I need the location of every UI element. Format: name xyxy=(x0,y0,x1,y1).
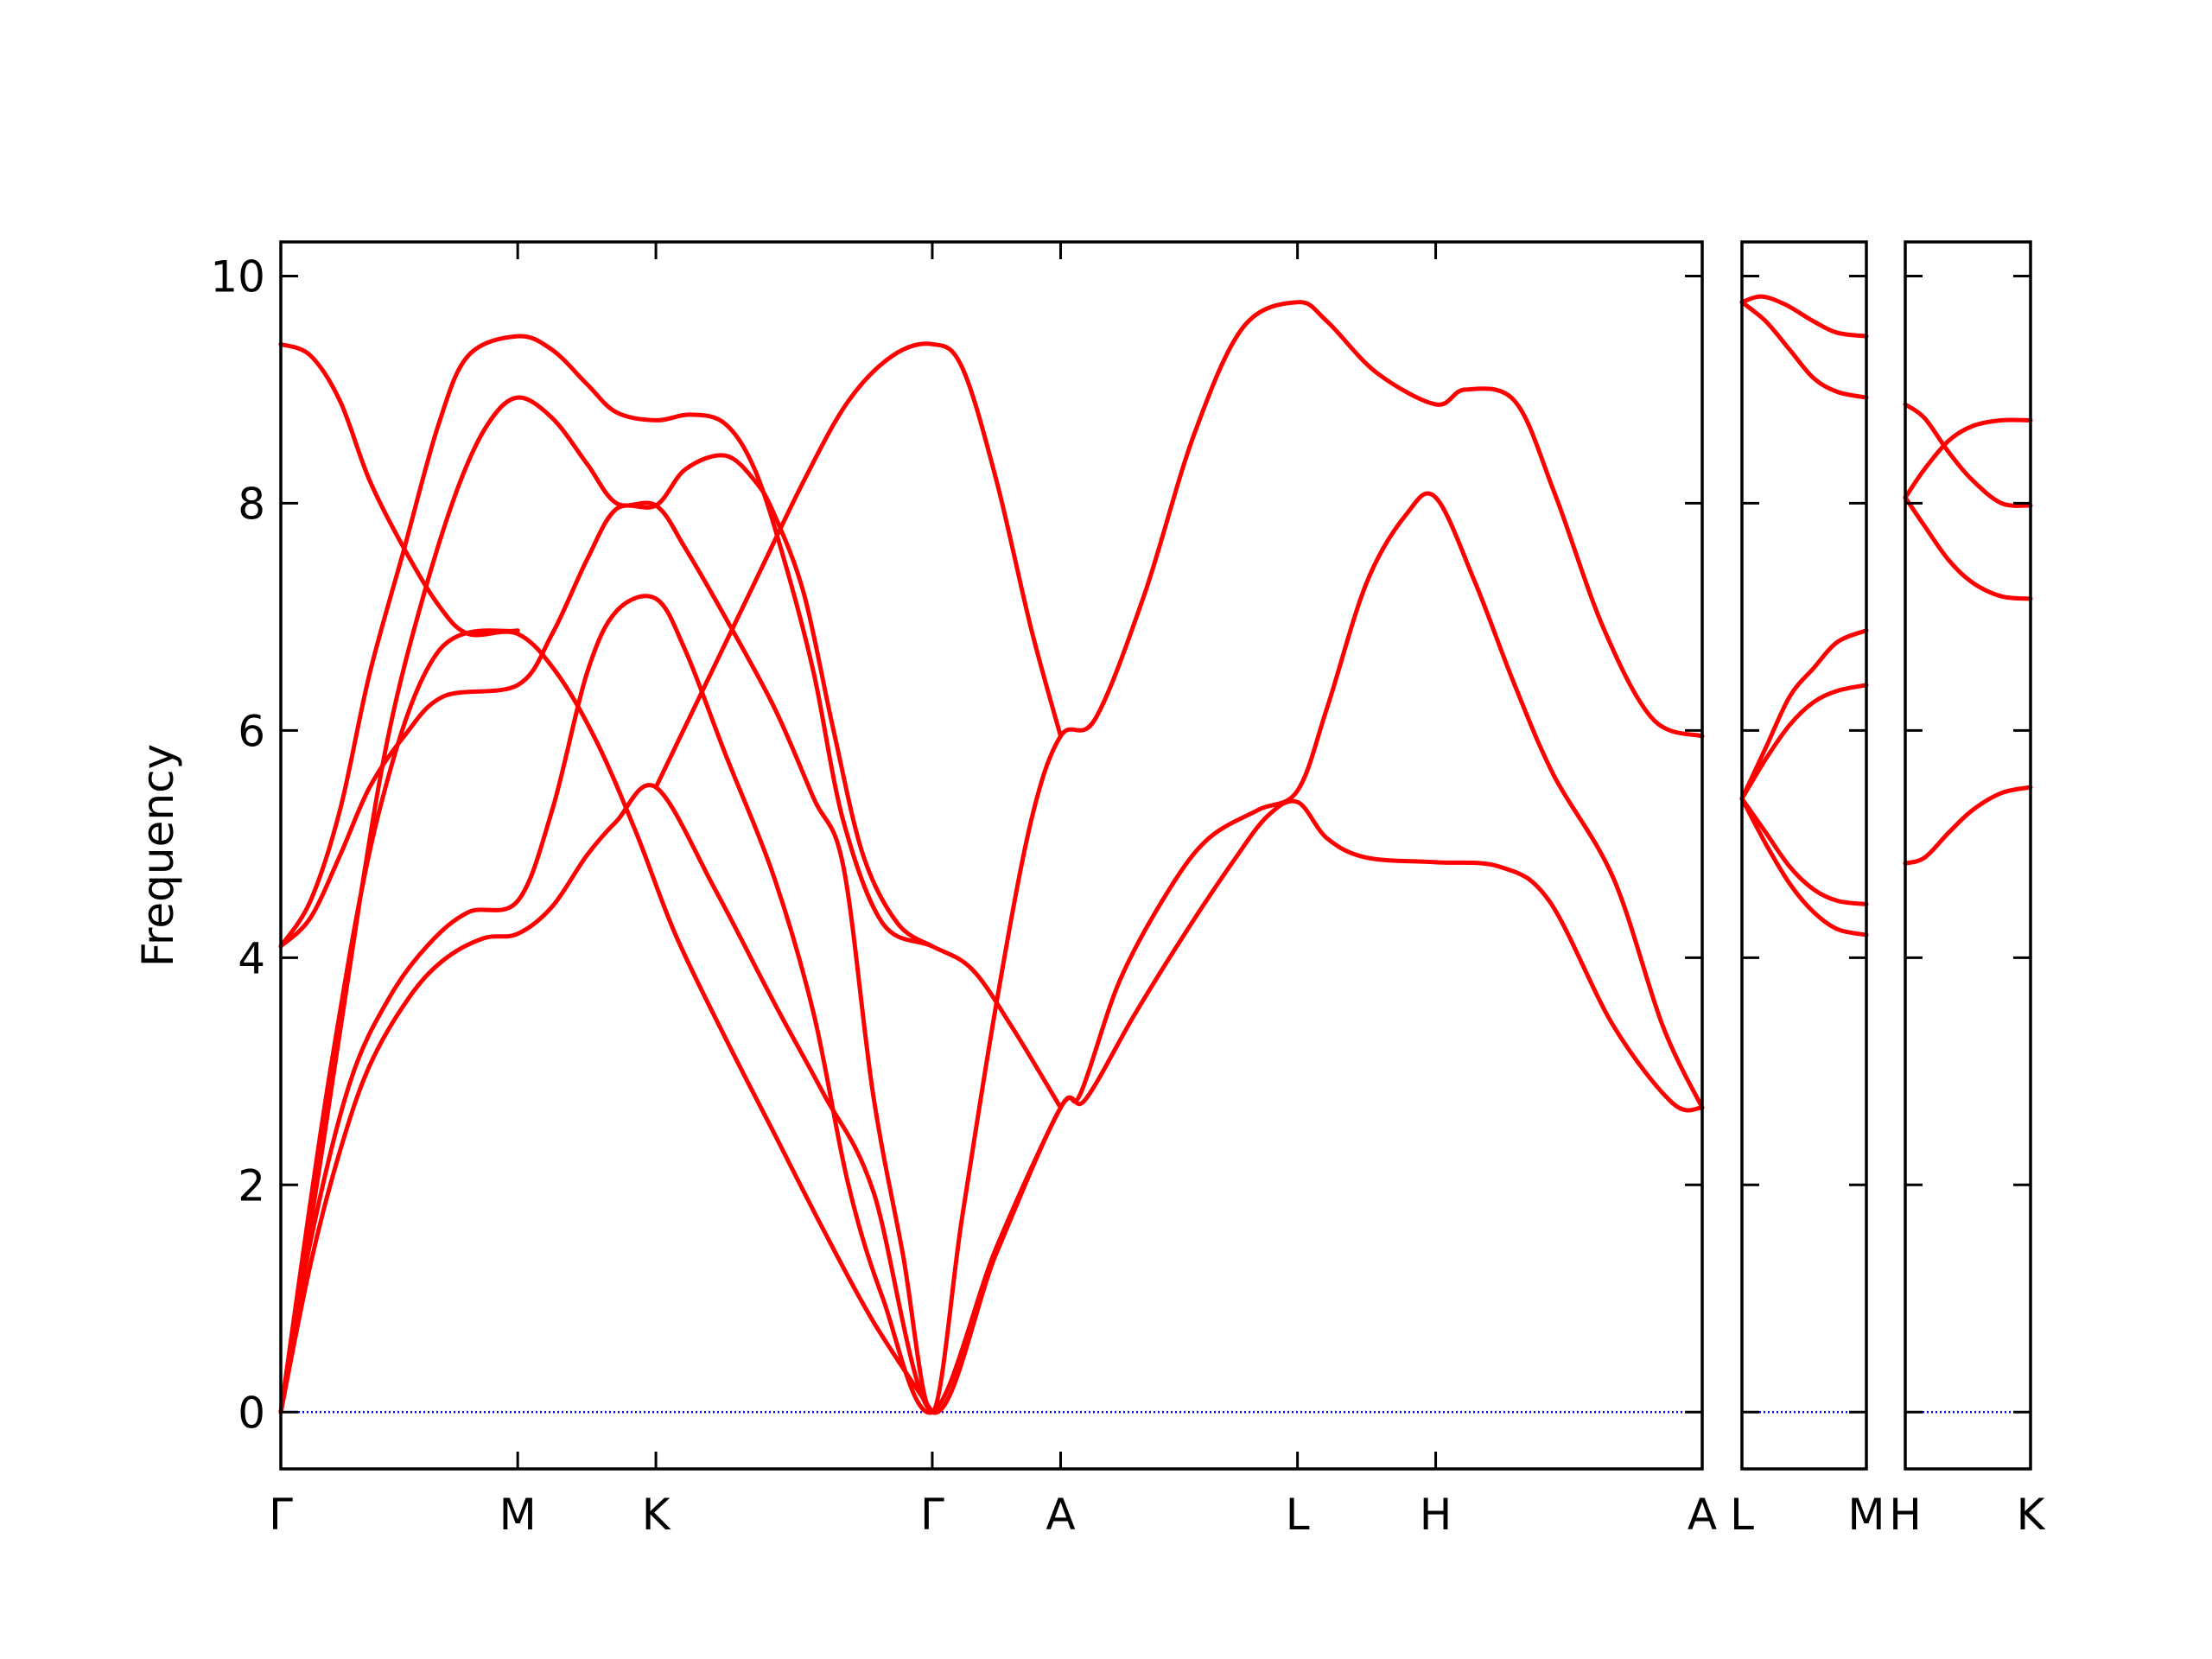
band-line-7 xyxy=(278,628,520,1414)
band-line-8 xyxy=(653,341,1063,790)
x-tick-label-1: Γ xyxy=(269,1490,293,1540)
y-tick-label: 4 xyxy=(238,933,265,983)
x-tick-label-2: K xyxy=(2017,1490,2046,1540)
x-tick-label-7: H xyxy=(1420,1490,1452,1540)
band-line-2 xyxy=(1739,300,1869,400)
band-line-5 xyxy=(1739,796,1869,906)
x-tick-label-4: Γ xyxy=(920,1490,944,1540)
band-line-4 xyxy=(1739,683,1869,801)
band-line-1 xyxy=(278,783,1705,1415)
y-tick-label: 2 xyxy=(238,1160,265,1211)
y-tick-label: 6 xyxy=(238,706,265,756)
band-line-4 xyxy=(1903,785,2033,866)
y-tick-label: 8 xyxy=(238,479,265,529)
x-tick-label-6: L xyxy=(1286,1490,1310,1540)
x-tick-label-2: M xyxy=(499,1490,537,1540)
band-line-1 xyxy=(1739,294,1869,339)
x-tick-label-2: M xyxy=(1847,1490,1885,1540)
panel-frame xyxy=(1904,240,2032,1471)
band-line-2 xyxy=(1903,417,2033,500)
band-line-1 xyxy=(1903,402,2033,508)
panel-frame xyxy=(1740,240,1868,1471)
band-line-4 xyxy=(278,334,1063,1110)
band-line-3 xyxy=(1739,628,1869,801)
y-tick-label: 10 xyxy=(210,251,265,302)
band-line-6 xyxy=(1739,796,1869,938)
band-line-3 xyxy=(1903,495,2033,601)
y-tick-label: 0 xyxy=(238,1388,265,1438)
band-line-2 xyxy=(278,491,1705,1415)
band-line-6 xyxy=(278,341,935,1414)
x-tick-label-8: A xyxy=(1688,1490,1717,1540)
x-tick-label-1: H xyxy=(1889,1490,1922,1540)
band-line-3 xyxy=(278,300,1705,1414)
panel-frame xyxy=(279,240,1704,1471)
x-tick-label-3: K xyxy=(642,1490,671,1540)
x-tick-label-5: A xyxy=(1046,1490,1075,1540)
band-line-5 xyxy=(278,453,935,949)
y-axis-label: Frequency xyxy=(133,744,183,967)
x-tick-label-1: L xyxy=(1730,1490,1754,1540)
